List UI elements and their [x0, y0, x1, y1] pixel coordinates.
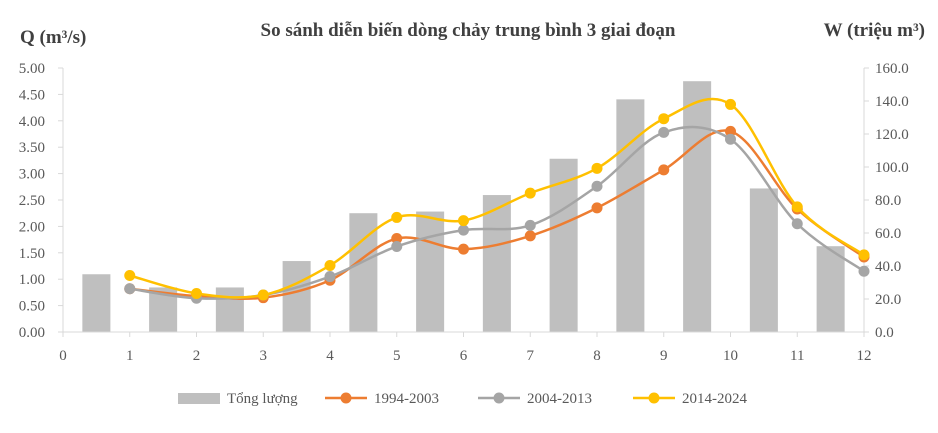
y-tick-label: 3.00: [19, 167, 45, 183]
y-tick-label: 0.00: [19, 325, 45, 341]
y-tick-label: 0.50: [19, 299, 45, 315]
x-tick-label: 3: [260, 348, 268, 364]
x-tick-label: 10: [723, 348, 738, 364]
bar-month-6: [416, 211, 445, 332]
series-point-2014-2024-5: [391, 211, 403, 223]
series-point-2014-2024-7: [524, 187, 536, 199]
y-tick-label: 3.50: [19, 140, 45, 156]
series-point-2004-2013-11: [791, 218, 803, 230]
y2-tick-label: 140.0: [875, 94, 909, 110]
x-tick-label: 12: [857, 348, 872, 364]
bars-layer: [82, 81, 845, 332]
y2-tick-label: 160.0: [875, 61, 909, 77]
x-tick-label: 0: [59, 348, 67, 364]
series-point-1994-2003-6: [458, 243, 469, 255]
y-tick-label: 5.00: [19, 61, 45, 77]
y2-axis-title: W (triệu m³): [824, 20, 925, 41]
y-tick-label: 4.50: [19, 87, 45, 103]
series-point-1994-2003-5: [391, 233, 403, 245]
y2-tick-label: 0.0: [875, 325, 894, 341]
y2-tick-label: 40.0: [875, 259, 901, 275]
series-point-2014-2024-2: [191, 287, 202, 299]
legend: Tổng lượng 1994-2003 2004-2013 2014-2024: [178, 391, 747, 407]
series-point-2014-2024-3: [257, 289, 269, 301]
series-point-2014-2024-11: [791, 201, 803, 213]
series-point-1994-2003-9: [658, 164, 670, 176]
y2-tick-label: 120.0: [875, 127, 909, 143]
series-point-2014-2024-9: [658, 113, 670, 125]
bar-month-7: [482, 195, 511, 332]
bar-month-8: [549, 158, 578, 332]
legend-label-bars: Tổng lượng: [227, 391, 298, 407]
series-point-1994-2003-8: [591, 202, 603, 214]
series-point-2004-2013-12: [858, 265, 870, 277]
series-point-2014-2024-8: [591, 162, 603, 174]
series-point-2004-2013-5: [391, 240, 403, 252]
series-point-2014-2024-12: [858, 249, 870, 261]
bar-month-9: [616, 99, 645, 332]
legend-swatch-bars: [178, 393, 220, 404]
series-point-1994-2003-10: [725, 125, 736, 137]
legend-label-2004-2013: 2004-2013: [527, 391, 592, 407]
y2-tick-label: 80.0: [875, 193, 901, 209]
x-tick-label: 4: [326, 348, 334, 364]
series-point-2004-2013-8: [591, 180, 603, 192]
series-point-1994-2003-7: [524, 230, 536, 242]
legend-swatch-marker-2014-2024: [648, 392, 660, 404]
y-axis-title: Q (m³/s): [20, 27, 86, 48]
y-tick-label: 2.00: [19, 219, 45, 235]
chart-title: So sánh diễn biến dòng chảy trung bình 3…: [261, 20, 676, 41]
y-tick-label: 1.50: [19, 246, 45, 262]
x-tick-label: 6: [460, 348, 468, 364]
y-tick-label: 4.00: [19, 114, 45, 130]
series-point-2014-2024-10: [725, 98, 736, 110]
series-point-2004-2013-1: [124, 283, 136, 295]
series-point-2004-2013-10: [725, 133, 736, 145]
legend-swatch-marker-1994-2003: [340, 392, 352, 404]
series-point-2004-2013-6: [458, 224, 469, 236]
bar-month-4: [282, 261, 311, 332]
series-point-2014-2024-1: [124, 270, 136, 282]
series-point-2014-2024-4: [324, 259, 336, 271]
series-point-2004-2013-4: [324, 271, 336, 283]
axes-layer: 0.000.501.001.502.002.503.003.504.004.50…: [19, 61, 909, 364]
x-tick-label: 7: [527, 348, 535, 364]
series-point-2014-2024-6: [458, 215, 469, 227]
x-tick-label: 11: [790, 348, 804, 364]
bar-month-10: [683, 81, 712, 332]
y2-tick-label: 100.0: [875, 160, 909, 176]
legend-label-1994-2003: 1994-2003: [374, 391, 439, 407]
y-tick-label: 1.00: [19, 272, 45, 288]
x-tick-label: 1: [126, 348, 134, 364]
series-point-2004-2013-9: [658, 126, 670, 138]
bar-month-3: [215, 287, 244, 332]
x-tick-label: 2: [193, 348, 201, 364]
y-tick-label: 2.50: [19, 193, 45, 209]
x-tick-label: 5: [393, 348, 401, 364]
y2-tick-label: 20.0: [875, 292, 901, 308]
lines-layer: [124, 97, 870, 304]
bar-month-11: [749, 188, 778, 332]
legend-label-2014-2024: 2014-2024: [682, 391, 747, 407]
legend-swatch-marker-2004-2013: [493, 392, 505, 404]
series-point-2004-2013-7: [524, 219, 536, 231]
x-tick-label: 9: [660, 348, 668, 364]
bar-month-12: [816, 246, 845, 332]
y2-tick-label: 60.0: [875, 226, 901, 242]
bar-month-1: [82, 274, 111, 332]
x-tick-label: 8: [593, 348, 601, 364]
